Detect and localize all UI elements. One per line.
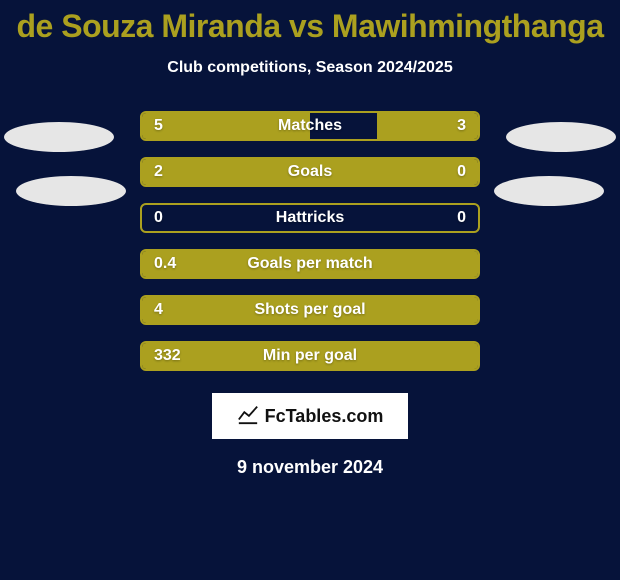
stat-label: Goals bbox=[288, 163, 332, 181]
stat-row-min-per-goal: 332 Min per goal bbox=[140, 341, 480, 371]
stat-value-right: 3 bbox=[457, 117, 466, 135]
snapshot-date: 9 november 2024 bbox=[0, 457, 620, 478]
stat-label: Matches bbox=[278, 117, 342, 135]
stat-fill-left bbox=[142, 159, 394, 185]
stat-label: Goals per match bbox=[247, 255, 372, 273]
watermark-badge: FcTables.com bbox=[212, 393, 408, 439]
comparison-title: de Souza Miranda vs Mawihmingthanga bbox=[0, 0, 620, 45]
watermark-text: FcTables.com bbox=[265, 406, 384, 427]
stat-value-left: 2 bbox=[154, 163, 163, 181]
player2-club-logo-1 bbox=[506, 122, 616, 152]
stat-value-left: 4 bbox=[154, 301, 163, 319]
stat-row-matches: 5 Matches 3 bbox=[140, 111, 480, 141]
player1-club-logo-2 bbox=[16, 176, 126, 206]
stat-value-left: 332 bbox=[154, 347, 181, 365]
stat-row-goals-per-match: 0.4 Goals per match bbox=[140, 249, 480, 279]
stat-label: Hattricks bbox=[276, 209, 344, 227]
stat-value-right: 0 bbox=[457, 163, 466, 181]
comparison-subtitle: Club competitions, Season 2024/2025 bbox=[0, 59, 620, 77]
player2-club-logo-2 bbox=[494, 176, 604, 206]
stats-container: 5 Matches 3 2 Goals 0 0 Hattricks 0 0.4 … bbox=[0, 111, 620, 371]
stat-value-right: 0 bbox=[457, 209, 466, 227]
stat-value-left: 5 bbox=[154, 117, 163, 135]
player1-club-logo-1 bbox=[4, 122, 114, 152]
stat-row-hattricks: 0 Hattricks 0 bbox=[140, 203, 480, 233]
stat-value-left: 0.4 bbox=[154, 255, 176, 273]
stat-value-left: 0 bbox=[154, 209, 163, 227]
chart-icon bbox=[237, 403, 259, 430]
stat-row-goals: 2 Goals 0 bbox=[140, 157, 480, 187]
stat-label: Shots per goal bbox=[254, 301, 365, 319]
stat-row-shots-per-goal: 4 Shots per goal bbox=[140, 295, 480, 325]
stat-label: Min per goal bbox=[263, 347, 357, 365]
